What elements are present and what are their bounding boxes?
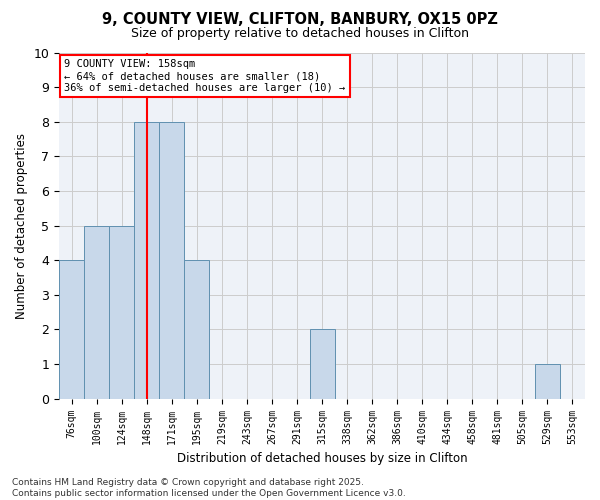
- Bar: [134, 122, 160, 398]
- Text: 9, COUNTY VIEW, CLIFTON, BANBURY, OX15 0PZ: 9, COUNTY VIEW, CLIFTON, BANBURY, OX15 0…: [102, 12, 498, 28]
- Bar: [84, 226, 109, 398]
- Bar: [59, 260, 84, 398]
- Bar: [535, 364, 560, 398]
- Bar: [109, 226, 134, 398]
- Text: 9 COUNTY VIEW: 158sqm
← 64% of detached houses are smaller (18)
36% of semi-deta: 9 COUNTY VIEW: 158sqm ← 64% of detached …: [64, 60, 346, 92]
- Text: Size of property relative to detached houses in Clifton: Size of property relative to detached ho…: [131, 28, 469, 40]
- Bar: [160, 122, 184, 398]
- X-axis label: Distribution of detached houses by size in Clifton: Distribution of detached houses by size …: [177, 452, 467, 465]
- Bar: [310, 330, 335, 398]
- Text: Contains HM Land Registry data © Crown copyright and database right 2025.
Contai: Contains HM Land Registry data © Crown c…: [12, 478, 406, 498]
- Bar: [184, 260, 209, 398]
- Y-axis label: Number of detached properties: Number of detached properties: [15, 132, 28, 318]
